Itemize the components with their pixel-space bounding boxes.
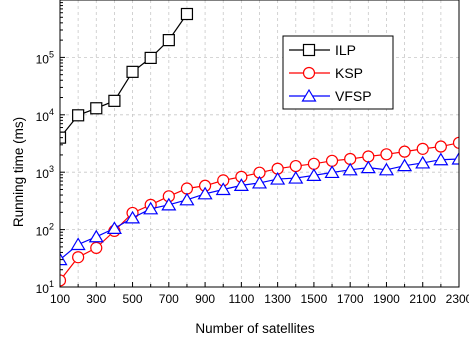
data-point-ilp: [180, 7, 194, 21]
x-tick-label: 900: [195, 292, 215, 306]
data-point-vfsp: [451, 151, 459, 165]
data-point-ksp: [307, 157, 321, 170]
legend-marker-triangle: [301, 88, 317, 102]
data-point-vfsp: [60, 252, 68, 266]
data-point-ilp: [144, 51, 157, 65]
data-point-vfsp: [306, 168, 322, 181]
legend-item-vfsp: VFSP: [289, 88, 372, 104]
legend-marker-circle: [302, 66, 316, 80]
data-point-ilp: [126, 65, 139, 78]
data-point-ilp: [72, 109, 85, 122]
data-point-vfsp: [143, 201, 159, 215]
x-tick-label: 300: [86, 292, 106, 306]
data-point-ksp: [398, 145, 411, 158]
grid-lines: [59, 0, 460, 288]
data-point-ksp: [380, 148, 393, 161]
data-point-vfsp: [251, 175, 268, 189]
series-layer: [60, 7, 459, 287]
legend-label-ksp: KSP: [335, 65, 363, 81]
x-tick-label: 2100: [409, 292, 436, 306]
data-point-ksp: [452, 136, 459, 149]
y-axis-title: Running time (ms): [11, 117, 26, 227]
x-tick-label: 1900: [373, 292, 400, 306]
y-tick-label: 105: [36, 49, 54, 66]
x-tick-label: 500: [123, 292, 143, 306]
data-point-vfsp: [378, 162, 395, 176]
y-tick-label: 101: [36, 279, 54, 296]
x-tick-label: 1700: [337, 292, 364, 306]
axis-ticks: 100 300 500 700 900 1100 1300 1500 1700 1900 2100 2…: [36, 2, 469, 306]
data-point-ilp: [108, 94, 121, 107]
x-tick-label: 100: [50, 292, 70, 306]
data-point-vfsp: [324, 165, 340, 179]
legend-label-ilp: ILP: [335, 42, 356, 58]
data-point-ksp: [90, 241, 103, 254]
data-point-vfsp: [360, 160, 376, 174]
data-point-vfsp: [124, 210, 141, 224]
data-point-vfsp: [88, 229, 104, 243]
data-point-vfsp: [270, 171, 286, 185]
data-point-vfsp: [397, 158, 413, 172]
data-point-vfsp: [433, 152, 449, 166]
x-tick-label: 1100: [228, 292, 254, 306]
legend-item-ksp: KSP: [289, 65, 363, 81]
legend: ILP KSP VFSP: [282, 35, 394, 110]
data-point-ksp: [325, 154, 339, 167]
series-vfsp: [60, 151, 459, 266]
y-tick-label: 103: [36, 164, 54, 181]
data-point-vfsp: [233, 178, 249, 191]
data-point-vfsp: [106, 221, 122, 234]
x-tick-label: 1300: [264, 292, 291, 306]
data-point-vfsp: [179, 192, 195, 206]
legend-marker-square: [302, 43, 316, 57]
data-point-vfsp: [70, 237, 86, 251]
x-tick-label: 2300: [446, 292, 469, 306]
data-point-vfsp: [161, 197, 177, 211]
x-tick-label: 1500: [301, 292, 328, 306]
data-point-vfsp: [342, 162, 358, 176]
data-point-ilp: [90, 102, 103, 115]
data-point-ksp: [362, 150, 375, 163]
data-point-ksp: [72, 251, 85, 264]
y-tick-label: 104: [36, 107, 54, 124]
data-point-ksp: [416, 142, 429, 155]
data-point-ksp: [180, 182, 194, 195]
series-ilp: [60, 7, 194, 144]
data-point-ksp: [60, 274, 67, 287]
y-tick-label: 102: [36, 222, 54, 239]
data-point-vfsp: [197, 186, 213, 200]
legend-label-vfsp: VFSP: [335, 88, 372, 104]
x-tick-label: 700: [159, 292, 179, 306]
data-point-ksp: [434, 140, 447, 153]
data-point-vfsp: [215, 182, 231, 196]
data-point-vfsp: [415, 155, 431, 169]
data-point-ksp: [289, 159, 302, 173]
legend-item-ilp: ILP: [289, 42, 356, 58]
x-axis-title: Number of satellites: [195, 321, 315, 336]
data-point-ilp: [162, 34, 175, 47]
data-point-vfsp: [288, 170, 304, 184]
